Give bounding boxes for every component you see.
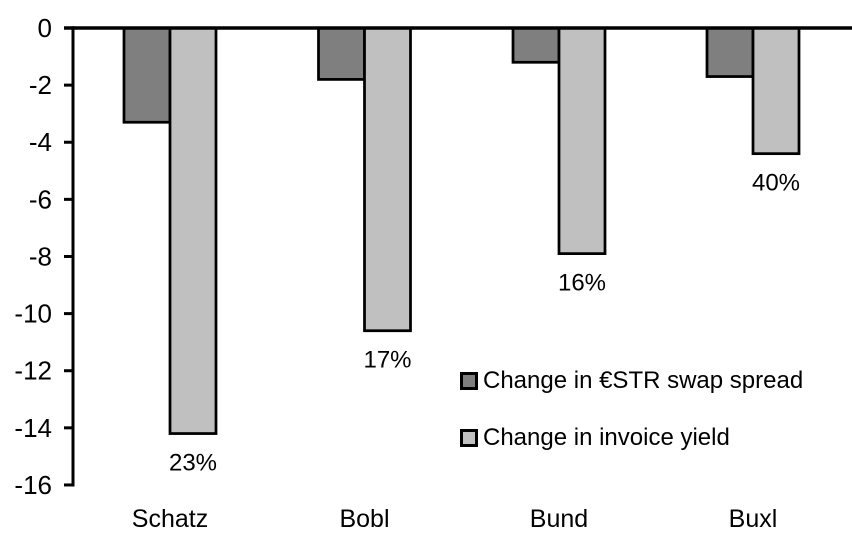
- y-tick-label: 0: [38, 13, 52, 43]
- y-tick-label: -12: [14, 356, 52, 386]
- bar-change-in-invoice-yield-bund: [557, 26, 607, 255]
- data-label-bobl: 17%: [363, 347, 411, 374]
- y-tick-label: -2: [29, 70, 52, 100]
- y-tick-label: -4: [29, 127, 52, 157]
- bar-change-in-str-swap-spread-buxl: [705, 26, 755, 78]
- y-tick-label: -14: [14, 413, 52, 443]
- category-label-bund: Bund: [530, 505, 588, 533]
- category-label-bobl: Bobl: [339, 505, 389, 533]
- legend-swatch-invoice-yield: [460, 429, 478, 447]
- bar-change-in-invoice-yield-schatz: [168, 26, 218, 435]
- bar-change-in-str-swap-spread-bobl: [317, 26, 366, 81]
- bar-change-in-str-swap-spread-schatz: [122, 26, 172, 124]
- bar-change-in-invoice-yield-bobl: [363, 26, 412, 333]
- legend-label-invoice-yield: Change in invoice yield: [483, 424, 730, 451]
- legend-item-swap-spread: Change in €STR swap spread: [460, 369, 803, 393]
- legend-swatch-swap-spread: [460, 372, 478, 390]
- y-tick-label: -6: [29, 184, 52, 214]
- category-label-schatz: Schatz: [132, 505, 208, 533]
- y-tick-label: -16: [14, 470, 52, 500]
- legend-item-invoice-yield: Change in invoice yield: [460, 426, 803, 450]
- y-tick-label: -10: [14, 299, 52, 329]
- bar-change-in-str-swap-spread-bund: [511, 26, 561, 64]
- category-label-buxl: Buxl: [729, 505, 778, 533]
- data-label-buxl: 40%: [752, 170, 800, 197]
- legend-label-swap-spread: Change in €STR swap spread: [483, 367, 804, 394]
- y-tick-label: -8: [29, 241, 52, 271]
- data-label-schatz: 23%: [169, 450, 217, 477]
- bar-change-in-invoice-yield-buxl: [751, 26, 801, 156]
- data-label-bund: 16%: [558, 270, 606, 297]
- legend: Change in €STR swap spread Change in inv…: [460, 369, 803, 450]
